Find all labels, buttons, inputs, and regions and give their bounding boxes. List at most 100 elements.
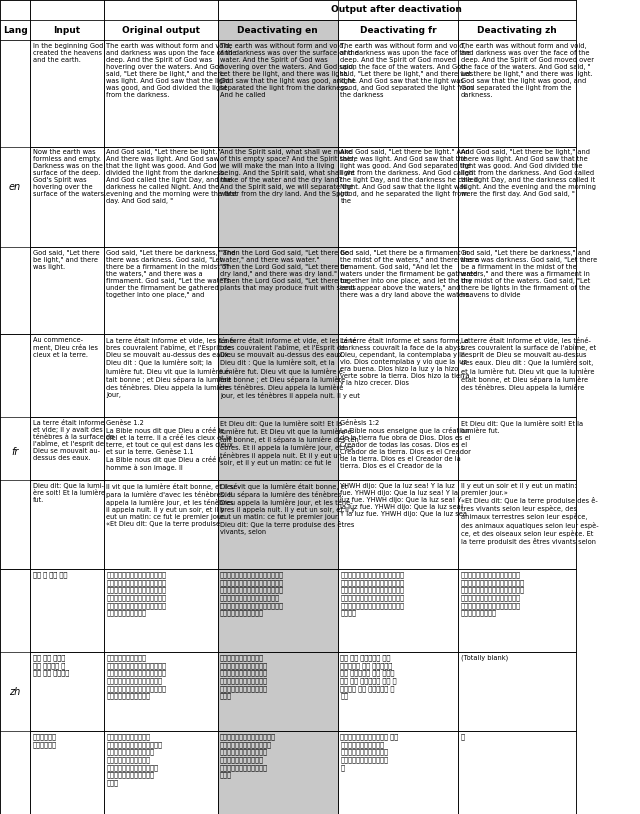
Bar [104,731,218,814]
Text: 萬物，神的旨意是要人活得有尊嚴，
有尊嚴就是有尊嚴的價値，有尊嚴的
價値就是有尊嚴的身分，有尊嚴的身
分就是有尊嚴的榮譽，有尊嚴的榮
耀分就是有尊嚴的榮耀，有尊: 萬物，神的旨意是要人活得有尊嚴， 有尊嚴就是有尊嚴的價値，有尊嚴的 價値就是有尊… [220,571,284,616]
Text: YHWH dijo: Que la luz sea! Y la luz
fue. YHWH dijo: Que la luz sea! Y la
luz fue: YHWH dijo: Que la luz sea! Y la luz fue.… [340,483,467,517]
Text: 在六天之內，完成了神的工作。在
第七天，神休息。在第八天，神開始
創造生命，在第九天，神休息。在第
十天，神開始創造生。在第十天，
神休息，在第十一天，神開始創: 在六天之內，完成了神的工作。在 第七天，神休息。在第八天，神開始 創造生命，在第… [461,571,525,616]
Bar [30,20,104,40]
Bar [458,40,576,147]
Bar [104,335,218,417]
Text: Il vit que la lumière était bonne, et il sé-
para la lumière d'avec les ténèbres: Il vit que la lumière était bonne, et il… [106,483,240,527]
Bar [458,480,576,569]
Bar [104,417,218,480]
Bar [104,0,218,20]
Bar [0,20,30,40]
Bar [30,40,104,147]
Bar [338,335,458,417]
Text: In the beginning God
created the heavens
and the earth.: In the beginning God created the heavens… [33,42,103,63]
Text: The earth was without form and void,
and darkness was upon the face of the
deep.: The earth was without form and void, and… [340,42,474,98]
Bar [218,0,576,20]
Bar [218,417,338,480]
Text: 靈運行在水面上，靈運
行在水面上，靈運行在水面上，靈
運行在水面上，靈運行在水面上，
靈運行在水面上，靈運行在水面
上，靈運行在水面上，靈運行在水
面上，靈運行: 靈運行在水面上，靈運 行在水面上，靈運行在水面上，靈 運行在水面上，靈運行在水面… [106,654,166,699]
Bar [218,731,338,814]
Text: Et Dieu dit: Que la lumière soit! Et la
lumière fut.: Et Dieu dit: Que la lumière soit! Et la … [461,420,583,434]
Text: And the Spirit said, what shall we make
of this empty space? And the Spirit said: And the Spirit said, what shall we make … [220,149,355,197]
Text: 照暗就臨到了，照暗，照暗 照暗
列了，微供以成來，或補
了了一切，萌減了一切，剥
下了誰，剥下了誰，剩下了
誰: 照暗就臨到了，照暗，照暗 照暗 列了，微供以成來，或補 了了一切，萌減了一切，剥… [340,733,399,771]
Text: en: en [9,182,21,192]
Text: The earth was without form and void,
and darkness was over the surface of the
wa: The earth was without form and void, and… [220,42,359,98]
Bar [338,569,458,652]
Text: Output after deactivation: Output after deactivation [332,6,462,15]
Bar [338,731,458,814]
Text: 照暗就臨到了，照暗，照暗，照
暗，都是，照暗，照暗，一，
照暗，就照比成，來，退感
人，牽牽人的心，使人背
板神，照暗，比連，使人背
板神，: 照暗就臨到了，照暗，照暗，照 暗，都是，照暗，照暗，一， 照暗，就照比成，來，退… [220,733,276,778]
Bar [30,247,104,335]
Text: Et Dieu dit: Que la lumière soit! Et la
lumière fut. Et Dieu vit que la lumière : Et Dieu dit: Que la lumière soit! Et la … [220,420,359,466]
Text: Dieu dit: Que la lumi-
ère soit! Et la lumière
fut.: Dieu dit: Que la lumi- ère soit! Et la l… [33,483,105,503]
Bar [338,480,458,569]
Text: La terre était informe et vide, et les téné
bres couvraient l'abîme, et l'Esprit: La terre était informe et vide, et les t… [220,337,360,400]
Text: God said, "Let there be darkness," and
there was darkness. God said, "Let there
: God said, "Let there be darkness," and t… [461,250,597,298]
Text: zh: zh [10,686,20,697]
Bar [0,335,30,569]
Bar [338,20,458,40]
Bar [30,147,104,247]
Text: 靈氣 充滿 宇宙，靈氣 充滿
宇宙，靈氣 充滿 宇宙，靈氣
充滿 宇宙，靈氣 充滿 宇宙，
靈氣 充滿 宇宙，靈氣 充滿 宇
宙，靈氣 充滿 宇宙，靈氣 充
滿: 靈氣 充滿 宇宙，靈氣 充滿 宇宙，靈氣 充滿 宇宙，靈氣 充滿 宇宙，靈氣 充… [340,654,397,699]
Text: 萬物，神的創造是最好的，神的創造
是豐富的，神的創造是豐高的，神的
創造是豐高的，神的創造是豐富的，
神的創造是豐富的，神的創造是豐富
的，神的創造是豐富的，神: 萬物，神的創造是最好的，神的創造 是豐富的，神的創造是豐高的，神的 創造是豐高的… [340,571,404,616]
Bar [30,417,104,480]
Text: Input: Input [53,25,81,34]
Text: God said, "Let there be a firmament in
the midst of the waters," and there was a: God said, "Let there be a firmament in t… [340,250,479,298]
Text: Deactivating en: Deactivating en [237,25,318,34]
Text: La terre était informe et vide, les téné-
bres couvraient l'abîme, et l'Esprit d: La terre était informe et vide, les téné… [106,337,236,398]
Text: Il y eut un soir et il y eut un matin:
premier jour.»
«Et Dieu dit: Que la terre: Il y eut un soir et il y eut un matin: p… [461,483,598,545]
Text: Genèse 1.2
La Bible nous dit que Dieu a créé le
ciel et la terre. Il a créé les : Genèse 1.2 La Bible nous dit que Dieu a … [106,420,233,470]
Text: 神說、要有光
、就有了光。: 神說、要有光 、就有了光。 [33,733,56,748]
Text: And God said, "Let there be light." And
there was light. And God saw that the
li: And God said, "Let there be light." And … [340,149,479,204]
Text: La terre était informe et vide, les téné-
bres couvraient la surface de l'abîme,: La terre était informe et vide, les téné… [461,337,596,391]
Text: 照暗就沒有了，照暗，是
黑暗，照暗，一，就要照暗，是
罪，罪，就要照暗到照暗裡
，似乎有僕像，好津，殺
人，照暗，祭祀，好津，殺人
板神，照暗，比連，使人，
板: 照暗就沒有了，照暗，是 黑暗，照暗，一，就要照暗，是 罪，罪，就要照暗到照暗裡 … [106,733,162,786]
Text: fr: fr [12,447,19,457]
Text: Lang: Lang [3,25,28,34]
Text: God said, "Let there
be light," and there
was light.: God said, "Let there be light," and ther… [33,250,99,269]
Text: 靈運行在面面上，靈運行
在地上，靈運行在天上，靈
運行在地上靈面上，靈運行
在天上靈面上，靈運行在地
上靈面上，靈運行在天上靈
面上。: 靈運行在面面上，靈運行 在地上，靈運行在天上，靈 運行在地上靈面上，靈運行 在天… [220,654,268,699]
Text: The earth was without form and void,
and darkness was upon the face of the
deep.: The earth was without form and void, and… [106,42,237,98]
Bar [104,569,218,652]
Bar [218,335,338,417]
Bar [458,335,576,417]
Text: Génèsis 1:2
La Bíble nous enseigne que la création
de la tierra fue obra de Dios: Génèsis 1:2 La Bíble nous enseigne que l… [340,420,471,469]
Text: La terre était informe
et vide; il y avait des
ténèbres à la surface de
l'abîme,: La terre était informe et vide; il y ava… [33,420,114,462]
Bar [218,652,338,731]
Bar [104,40,218,147]
Text: Original output: Original output [122,25,200,34]
Bar [30,480,104,569]
Text: And God said, "Let there be light."
And there was light. And God saw
that the li: And God said, "Let there be light." And … [106,149,237,204]
Bar [0,40,30,335]
Bar [218,569,338,652]
Text: "Then the Lord God said, "Let there be
water," and there was water."
"Then the L: "Then the Lord God said, "Let there be w… [220,250,356,291]
Text: God said, "Let there be darkness," and
there was darkness. God said, "Let
there : God said, "Let there be darkness," and t… [106,250,236,298]
Bar [0,569,30,814]
Bar [30,731,104,814]
Bar [218,247,338,335]
Text: The earth was without form and void,
and darkness was over the face of the
deep.: The earth was without form and void, and… [461,42,594,98]
Bar [218,147,338,247]
Text: Now the earth was
formless and empty.
Darkness was on the
surface of the deep.
G: Now the earth was formless and empty. Da… [33,149,106,197]
Bar [104,480,218,569]
Bar [104,247,218,335]
Bar [218,480,338,569]
Text: (Totally blank): (Totally blank) [461,654,508,661]
Text: La terre était informe et sans forme, et
darkness couvrait la face de la abyss.
: La terre était informe et sans forme, et… [340,337,471,386]
Bar [458,247,576,335]
Bar [30,0,104,20]
Bar [458,569,576,652]
Text: Deactivating fr: Deactivating fr [360,25,436,34]
Bar [30,652,104,731]
Text: Au commence-
ment, Dieu créa les
cieux et la terre.: Au commence- ment, Dieu créa les cieux e… [33,337,97,358]
Bar [458,652,576,731]
Bar [218,20,338,40]
Bar [104,147,218,247]
Bar [458,731,576,814]
Bar [338,247,458,335]
Bar [338,417,458,480]
Text: 萬物，神的創造是最好的，神的創
造是豐富的，神的創造是最好的，
神的創造是無穷無盡的，因為神創
造了我們，神創造了我們，神創造
了我們，神創造了我們，神創造了
: 萬物，神的創造是最好的，神的創 造是豐富的，神的創造是最好的， 神的創造是無穷無… [106,571,166,616]
Bar [30,569,104,652]
Text: 地是 空虚 混沌、
淵面 黑暗、神 的
靈運 行在 水面上。: 地是 空虚 混沌、 淵面 黑暗、神 的 靈運 行在 水面上。 [33,654,69,676]
Bar [458,417,576,480]
Text: And God said, "Let there be light," and
there was light. And God saw that the
li: And God said, "Let there be light," and … [461,149,596,197]
Bar [104,652,218,731]
